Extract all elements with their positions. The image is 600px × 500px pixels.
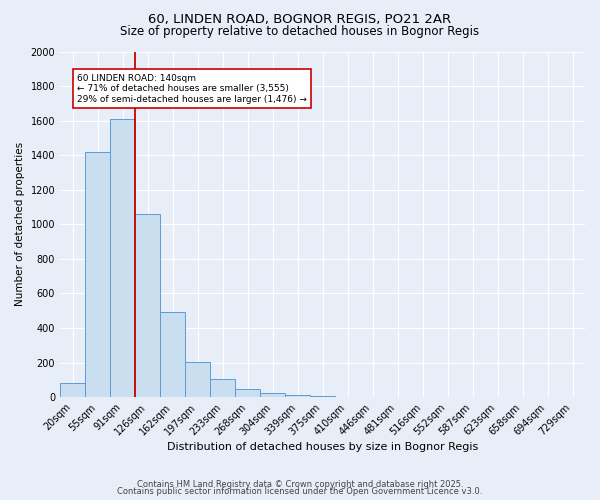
Y-axis label: Number of detached properties: Number of detached properties bbox=[15, 142, 25, 306]
X-axis label: Distribution of detached houses by size in Bognor Regis: Distribution of detached houses by size … bbox=[167, 442, 478, 452]
Bar bbox=[260, 393, 285, 397]
Bar bbox=[235, 390, 260, 397]
Bar bbox=[285, 395, 310, 397]
Text: Contains public sector information licensed under the Open Government Licence v3: Contains public sector information licen… bbox=[118, 488, 482, 496]
Text: 60, LINDEN ROAD, BOGNOR REGIS, PO21 2AR: 60, LINDEN ROAD, BOGNOR REGIS, PO21 2AR bbox=[148, 12, 452, 26]
Text: Size of property relative to detached houses in Bognor Regis: Size of property relative to detached ho… bbox=[121, 25, 479, 38]
Text: 60 LINDEN ROAD: 140sqm
← 71% of detached houses are smaller (3,555)
29% of semi-: 60 LINDEN ROAD: 140sqm ← 71% of detached… bbox=[77, 74, 307, 104]
Text: Contains HM Land Registry data © Crown copyright and database right 2025.: Contains HM Land Registry data © Crown c… bbox=[137, 480, 463, 489]
Bar bbox=[60, 384, 85, 397]
Bar bbox=[85, 152, 110, 397]
Bar bbox=[110, 119, 135, 397]
Bar bbox=[185, 362, 210, 397]
Bar bbox=[135, 214, 160, 397]
Bar bbox=[210, 379, 235, 397]
Bar bbox=[310, 396, 335, 397]
Bar bbox=[160, 312, 185, 397]
